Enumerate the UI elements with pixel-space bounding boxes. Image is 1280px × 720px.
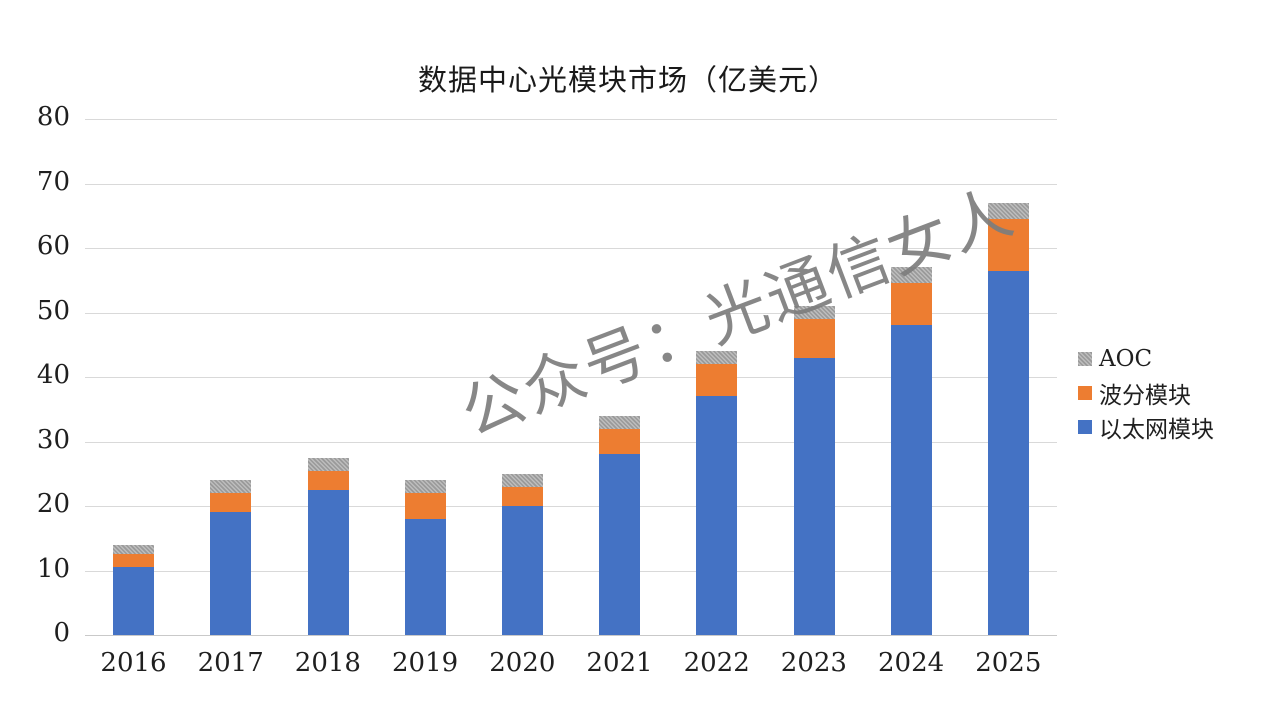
legend-swatch-icon [1078, 352, 1092, 366]
bar-2018-ethernet [307, 489, 349, 635]
bar-2017-ethernet [210, 512, 252, 635]
x-tick-label-2019: 2019 [392, 648, 459, 678]
bar-2017-aoc [210, 480, 252, 494]
bar-2025-aoc [987, 202, 1029, 219]
bar-2019-aoc [404, 480, 446, 494]
bar-2016-aoc [113, 544, 155, 555]
y-tick-label-40: 40 [36, 360, 70, 390]
x-tick-label-2016: 2016 [100, 648, 167, 678]
y-tick-label-20: 20 [36, 489, 70, 519]
gridline-y-0 [85, 635, 1057, 636]
bar-2020-wdm [501, 486, 543, 506]
legend-item-1: 波分模块 [1078, 376, 1214, 410]
y-tick-label-0: 0 [53, 618, 70, 648]
bar-2017-wdm [210, 493, 252, 513]
bar-2021-aoc [599, 415, 641, 429]
gridline-y-10 [85, 570, 1057, 572]
bar-2019-wdm [404, 493, 446, 519]
bar-2021-wdm [599, 428, 641, 455]
legend-item-0: AOC [1078, 342, 1214, 376]
y-tick-label-10: 10 [36, 553, 70, 584]
bar-2018-wdm [307, 470, 349, 490]
y-tick-label-80: 80 [36, 102, 70, 132]
gridline-y-50 [85, 312, 1057, 314]
bar-2025-wdm [987, 218, 1029, 271]
legend-label: 波分模块 [1099, 383, 1191, 409]
bar-2021-ethernet [599, 454, 641, 635]
bar-2020-ethernet [501, 506, 543, 635]
x-tick-label-2022: 2022 [683, 648, 750, 678]
legend-swatch-icon [1078, 386, 1092, 400]
bar-2018-aoc [307, 457, 349, 471]
bar-2016-ethernet [113, 567, 155, 635]
bar-2023-wdm [793, 318, 835, 358]
bar-2016-wdm [113, 554, 155, 568]
bar-2019-ethernet [404, 518, 446, 635]
gridline-y-80 [85, 119, 1057, 120]
gridline-y-60 [85, 248, 1057, 249]
x-tick-label-2025: 2025 [975, 648, 1042, 678]
x-tick-label-2020: 2020 [489, 648, 556, 678]
legend: AOC 波分模块以太网模块 [1078, 342, 1214, 444]
legend-label: AOC [1099, 346, 1153, 372]
x-tick-label-2023: 2023 [780, 648, 847, 678]
bar-2024-wdm [890, 283, 932, 326]
bar-2023-aoc [793, 306, 835, 319]
y-tick-label-60: 60 [36, 231, 70, 261]
gridline-y-40 [85, 377, 1057, 378]
x-tick-label-2018: 2018 [294, 648, 361, 678]
bar-2023-ethernet [793, 357, 835, 635]
gridline-y-30 [85, 441, 1057, 443]
chart-title: 数据中心光模块市场（亿美元） [417, 63, 838, 97]
bar-2024-aoc [890, 267, 932, 284]
gridline-y-20 [85, 506, 1057, 507]
y-tick-label-70: 70 [36, 166, 70, 197]
gridline-y-70 [85, 183, 1057, 185]
legend-swatch-icon [1078, 420, 1092, 434]
x-tick-label-2024: 2024 [878, 648, 945, 678]
bar-2022-wdm [696, 364, 738, 397]
bar-2020-aoc [501, 473, 543, 487]
y-tick-label-50: 50 [36, 295, 70, 326]
x-tick-label-2017: 2017 [197, 648, 264, 678]
y-tick-label-30: 30 [36, 424, 70, 455]
legend-label: 以太网模块 [1099, 417, 1214, 443]
bar-2022-aoc [696, 351, 738, 365]
legend-item-2: 以太网模块 [1078, 410, 1214, 444]
bar-2024-ethernet [890, 325, 932, 635]
bar-2025-ethernet [987, 270, 1029, 635]
bar-2022-ethernet [696, 396, 738, 635]
x-tick-label-2021: 2021 [586, 648, 653, 678]
plot-area [85, 119, 1057, 636]
